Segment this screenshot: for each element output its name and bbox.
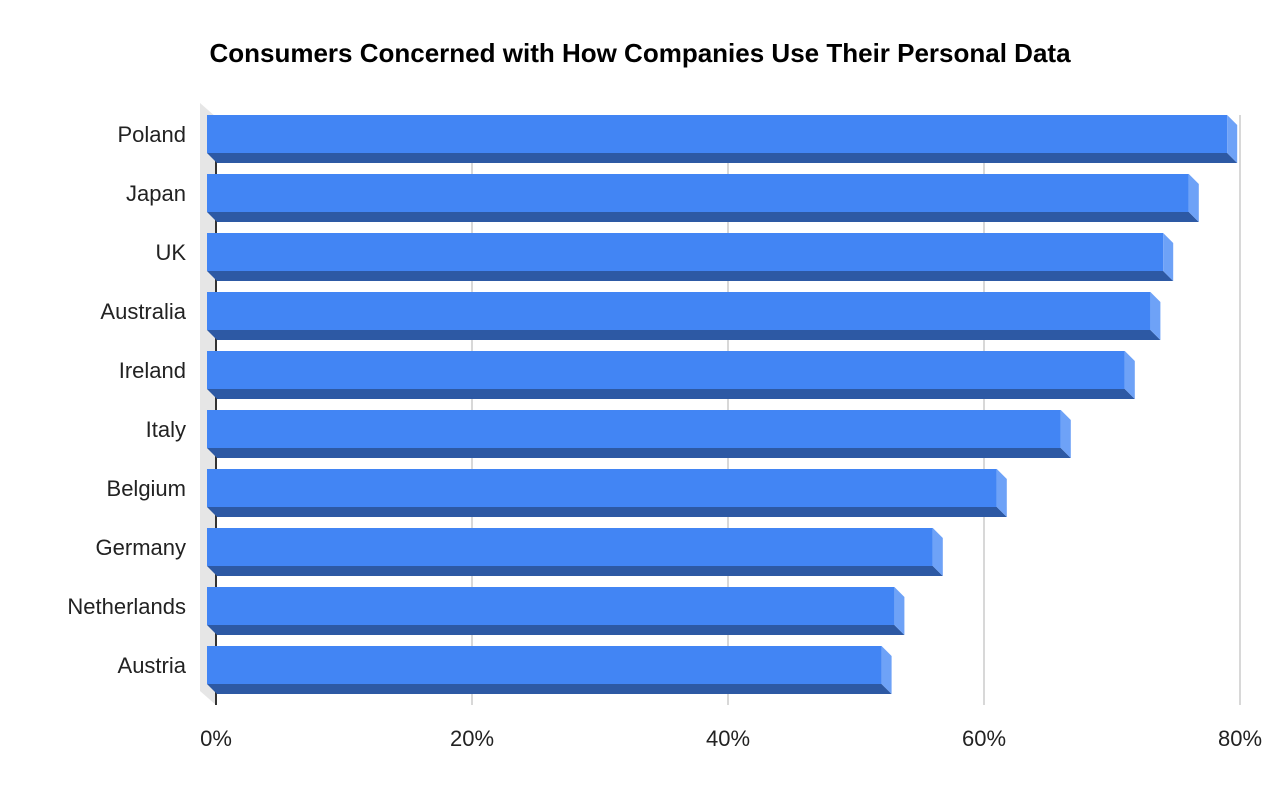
x-tick-label: 20% bbox=[450, 726, 494, 751]
bar-front bbox=[207, 174, 1189, 212]
bar bbox=[207, 174, 1199, 222]
bar-front bbox=[207, 351, 1125, 389]
bar bbox=[207, 646, 892, 694]
bar-bottom-face bbox=[207, 448, 1071, 458]
bar bbox=[207, 528, 943, 576]
bar bbox=[207, 351, 1135, 399]
bar-bottom-face bbox=[207, 684, 892, 694]
x-tick-label: 60% bbox=[962, 726, 1006, 751]
y-category-label: Poland bbox=[117, 122, 186, 147]
bar-front bbox=[207, 292, 1151, 330]
bar-front bbox=[207, 528, 933, 566]
y-category-label: Belgium bbox=[107, 476, 186, 501]
bar-front bbox=[207, 587, 895, 625]
bar bbox=[207, 410, 1071, 458]
bar-bottom-face bbox=[207, 625, 905, 635]
y-category-label: Austria bbox=[118, 653, 187, 678]
y-category-label: Ireland bbox=[119, 358, 186, 383]
bar-front bbox=[207, 115, 1228, 153]
bar-end-face bbox=[894, 587, 905, 635]
bar-bottom-face bbox=[207, 271, 1174, 281]
bar-end-face bbox=[1060, 410, 1071, 458]
x-tick-label: 0% bbox=[200, 726, 232, 751]
bar-front bbox=[207, 646, 882, 684]
bar-end-face bbox=[1124, 351, 1135, 399]
bar bbox=[207, 292, 1161, 340]
chart-title: Consumers Concerned with How Companies U… bbox=[209, 38, 1071, 68]
bar-end-face bbox=[996, 469, 1007, 517]
y-category-label: Germany bbox=[96, 535, 186, 560]
bar-end-face bbox=[1188, 174, 1199, 222]
x-tick-label: 40% bbox=[706, 726, 750, 751]
y-category-label: Japan bbox=[126, 181, 186, 206]
bar-bottom-face bbox=[207, 566, 943, 576]
bar-front bbox=[207, 410, 1061, 448]
bar-bottom-face bbox=[207, 153, 1238, 163]
y-category-label: Australia bbox=[100, 299, 186, 324]
bar-end-face bbox=[881, 646, 892, 694]
y-category-label: Netherlands bbox=[67, 594, 186, 619]
bar-bottom-face bbox=[207, 389, 1135, 399]
y-category-label: Italy bbox=[146, 417, 186, 442]
bar-bottom-face bbox=[207, 507, 1007, 517]
bar bbox=[207, 469, 1007, 517]
bar-end-face bbox=[1163, 233, 1174, 281]
x-tick-label: 80% bbox=[1218, 726, 1262, 751]
bar bbox=[207, 587, 905, 635]
bar-end-face bbox=[932, 528, 943, 576]
bar-front bbox=[207, 233, 1164, 271]
bar-bottom-face bbox=[207, 212, 1199, 222]
bar bbox=[207, 233, 1174, 281]
y-category-label: UK bbox=[155, 240, 186, 265]
bar-end-face bbox=[1150, 292, 1161, 340]
bar-end-face bbox=[1227, 115, 1238, 163]
bar-front bbox=[207, 469, 997, 507]
bar-bottom-face bbox=[207, 330, 1161, 340]
bar bbox=[207, 115, 1238, 163]
